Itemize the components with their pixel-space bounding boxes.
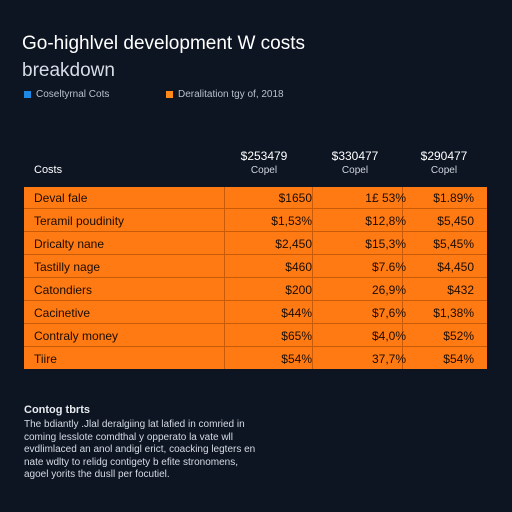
row-header-costs: Costs bbox=[34, 164, 63, 176]
row-name: Cacinetive bbox=[34, 306, 91, 320]
row-name: Dricalty nane bbox=[34, 237, 105, 251]
cell-value-3: $54% bbox=[443, 352, 474, 366]
column-divider bbox=[224, 187, 225, 369]
cell-value-1: $1,53% bbox=[271, 214, 312, 228]
cell-value-1: $200 bbox=[285, 283, 312, 297]
column-divider bbox=[402, 187, 403, 369]
column-sub: Copel bbox=[341, 165, 369, 176]
notes-line: The bdiantly .Jlal deralgiing lat lafied… bbox=[24, 419, 245, 430]
cell-value-1: $2,450 bbox=[275, 237, 312, 251]
row-name: Contraly money bbox=[34, 329, 119, 343]
notes-text: The bdiantly .Jlal deralgiing lat lafied… bbox=[24, 419, 294, 482]
legend-swatch-orange bbox=[166, 91, 173, 98]
row-name: Tiire bbox=[34, 352, 57, 366]
table-row: Contraly money $65% $4,0% $52% bbox=[24, 325, 487, 347]
page-subtitle: breakdown bbox=[22, 60, 115, 81]
cell-value-3: $52% bbox=[443, 329, 474, 343]
cell-value-3: $1,38% bbox=[433, 306, 474, 320]
cell-value-1: $460 bbox=[285, 260, 312, 274]
table-row: Dricalty nane $2,450 $15,3% $5,45% bbox=[24, 233, 487, 255]
table-row: Deval fale $1650 1£ 53% $1.89% bbox=[24, 187, 487, 209]
legend-item-1: Coseltyrnal Cots bbox=[24, 89, 109, 100]
column-sub: Copel bbox=[430, 165, 458, 176]
column-header-2: $330477 Copel bbox=[313, 150, 397, 177]
row-name: Teramil poudinity bbox=[34, 214, 125, 228]
cell-value-3: $5,45% bbox=[433, 237, 474, 251]
legend-label: Deralitation tgy of, 2018 bbox=[178, 89, 284, 100]
column-header-1: $253479 Copel bbox=[222, 150, 306, 177]
cell-value-2: $7.6% bbox=[371, 260, 406, 274]
column-header-3: $290477 Copel bbox=[402, 150, 486, 177]
cell-value-2: $4,0% bbox=[371, 329, 406, 343]
legend-swatch-blue bbox=[24, 91, 31, 98]
cell-value-1: $54% bbox=[281, 352, 312, 366]
row-name: Tastilly nage bbox=[34, 260, 101, 274]
row-name: Catondiers bbox=[34, 283, 93, 297]
legend-item-2: Deralitation tgy of, 2018 bbox=[166, 89, 284, 100]
notes-line: evdlimlaced an anol andigl erict, coacki… bbox=[24, 444, 256, 455]
notes-line: nate wdlty to relidg contigety b efite s… bbox=[24, 456, 239, 468]
row-name: Deval fale bbox=[34, 191, 88, 205]
cell-value-3: $4,450 bbox=[437, 260, 474, 274]
column-amount: $253479 bbox=[240, 149, 288, 163]
table-row: Teramil poudinity $1,53% $12,8% $5,450 bbox=[24, 210, 487, 232]
table-row: Cacinetive $44% $7,6% $1,38% bbox=[24, 302, 487, 324]
table-row: Tastilly nage $460 $7.6% $4,450 bbox=[24, 256, 487, 278]
cell-value-2: 26,9% bbox=[371, 283, 406, 297]
table-row: Catondiers $200 26,9% $432 bbox=[24, 279, 487, 301]
cell-value-2: 1£ 53% bbox=[365, 191, 406, 205]
cost-table: Deval fale $1650 1£ 53% $1.89% Teramil p… bbox=[24, 187, 487, 369]
column-sub: Copel bbox=[250, 165, 278, 176]
cell-value-3: $5,450 bbox=[437, 214, 474, 228]
cell-value-2: $12,8% bbox=[365, 214, 406, 228]
cell-value-1: $44% bbox=[281, 306, 312, 320]
column-amount: $330477 bbox=[331, 149, 379, 163]
column-divider bbox=[312, 187, 313, 369]
cell-value-2: 37,7% bbox=[371, 352, 406, 366]
cell-value-1: $65% bbox=[281, 329, 312, 343]
cell-value-1: $1650 bbox=[278, 191, 312, 205]
cell-value-3: $1.89% bbox=[433, 191, 474, 205]
legend-label: Coseltyrnal Cots bbox=[36, 89, 110, 100]
column-amount: $290477 bbox=[420, 149, 468, 163]
table-row: Tiire $54% 37,7% $54% bbox=[24, 348, 487, 369]
notes-line: coming lesslote comdthal y opperato la v… bbox=[24, 431, 233, 443]
cell-value-3: $432 bbox=[447, 283, 474, 297]
notes-heading: Contog tbrts bbox=[24, 404, 90, 416]
cell-value-2: $15,3% bbox=[365, 237, 406, 251]
page-title: Go-highlvel development W costs bbox=[22, 33, 306, 54]
cell-value-2: $7,6% bbox=[371, 306, 406, 320]
notes-line: agoel yorits the dusll per focutiel. bbox=[24, 469, 170, 480]
